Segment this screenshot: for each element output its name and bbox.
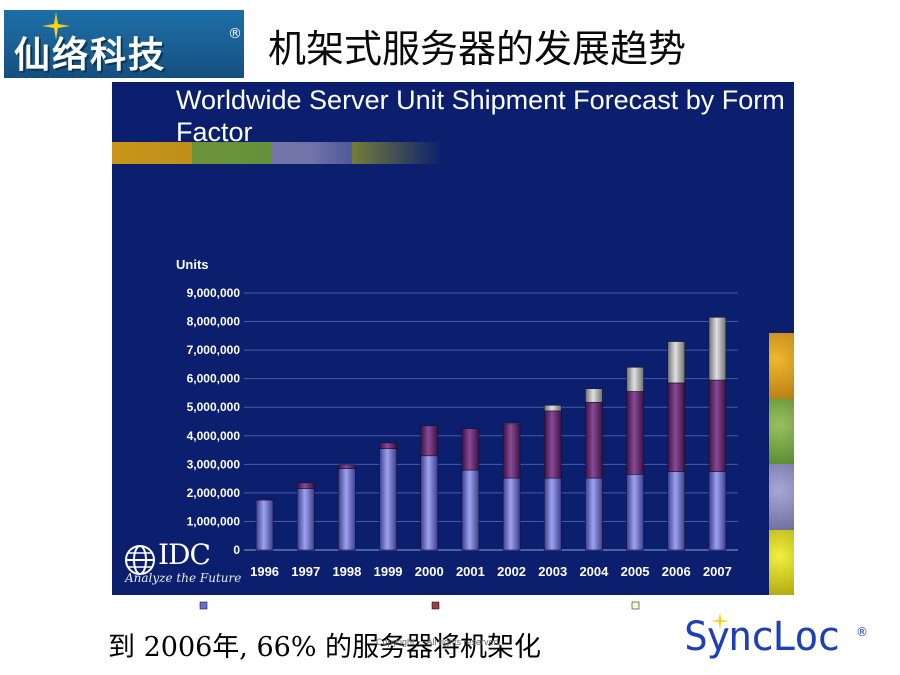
bar-segment-non-rack-optimized bbox=[708, 471, 727, 551]
y-tick-label: 6,000,000 bbox=[187, 372, 241, 386]
bar-segment-non-rack-optimized bbox=[338, 468, 356, 551]
x-tick-label: 2004 bbox=[579, 564, 609, 579]
y-tick-label: 7,000,000 bbox=[187, 343, 241, 357]
x-tick-label: 2003 bbox=[538, 564, 567, 579]
bar-segment-non-rack-optimized bbox=[585, 477, 603, 551]
bar-segment-blade bbox=[626, 366, 644, 392]
idc-tagline: Analyze the Future bbox=[125, 571, 242, 585]
bar-segment-rack-optimized bbox=[502, 423, 521, 479]
x-tick-label: 2002 bbox=[497, 564, 526, 579]
decorative-sidebar bbox=[769, 333, 794, 595]
legend-label: Non-Rack-optimized bbox=[220, 598, 346, 613]
bar-segment-rack-optimized bbox=[626, 391, 644, 475]
bar-segment-rack-optimized bbox=[296, 482, 315, 489]
logo-text: 仙络科技 bbox=[14, 34, 167, 76]
bar-segment-rack-optimized bbox=[420, 425, 439, 457]
legend-label: Rack-optimized bbox=[452, 598, 548, 613]
x-tick-labels: 1996 1997 1998 1999 2000 2001 2002 2003 2004 2005… bbox=[250, 564, 732, 579]
syncloc-registered-mark: ® bbox=[856, 625, 868, 639]
bar-segment-rack-optimized bbox=[379, 442, 397, 449]
x-tick-label: 1997 bbox=[291, 564, 320, 579]
bar-segment-rack-optimized bbox=[255, 498, 274, 501]
bar-segment-non-rack-optimized bbox=[502, 477, 521, 551]
x-tick-label: 1999 bbox=[374, 564, 403, 579]
y-tick-label: 3,000,000 bbox=[187, 457, 241, 471]
bar-segment-rack-optimized bbox=[461, 428, 480, 471]
legend-swatch bbox=[431, 601, 440, 610]
syncloc-logo-text: SyncLoc bbox=[684, 614, 841, 660]
x-tick-label: 2001 bbox=[456, 564, 485, 579]
bar-segment-non-rack-optimized bbox=[420, 455, 439, 551]
x-tick-label: 2007 bbox=[703, 564, 732, 579]
bar-segment-rack-optimized bbox=[543, 410, 562, 479]
bar-segment-non-rack-optimized bbox=[667, 471, 686, 551]
sparkle-star-icon bbox=[42, 12, 70, 40]
y-tick-label: 4,000,000 bbox=[187, 429, 241, 443]
bar-group bbox=[255, 316, 727, 551]
idc-globe-icon bbox=[125, 545, 155, 575]
copyright-text: Copyright ... All rights reserved. bbox=[376, 637, 502, 647]
summary-text: 到 2006年, 66% 的服务器将机架化 bbox=[108, 632, 542, 663]
idc-logo-text: IDC bbox=[158, 538, 211, 571]
y-tick-label: 9,000,000 bbox=[187, 286, 241, 300]
gridlines bbox=[244, 292, 738, 551]
bar-segment-non-rack-optimized bbox=[461, 469, 480, 551]
bar-segment-non-rack-optimized bbox=[379, 448, 397, 551]
syncloc-star-icon bbox=[711, 612, 729, 630]
y-tick-label: 5,000,000 bbox=[187, 400, 241, 414]
y-tick-labels: 0 1,000,000 2,000,000 3,000,000 4,000,000 5,0… bbox=[187, 286, 241, 557]
x-tick-label: 2000 bbox=[415, 564, 444, 579]
y-tick-label: 2,000,000 bbox=[187, 486, 241, 500]
slide-title: 机架式服务器的发展趋势 bbox=[268, 27, 687, 71]
bar-segment-blade bbox=[502, 422, 521, 425]
x-tick-label: 1998 bbox=[332, 564, 361, 579]
legend-swatch bbox=[199, 601, 208, 610]
bar-segment-non-rack-optimized bbox=[543, 477, 562, 551]
y-axis-label: Units bbox=[176, 257, 209, 272]
chart-slide: Worldwide Server Unit Shipment Forecast … bbox=[112, 82, 794, 613]
decorative-stripe bbox=[112, 142, 442, 164]
stacked-bar-chart: Units 0 1,000,000 2,000,000 3,000,000 4,000,… bbox=[176, 257, 738, 613]
chart-title: Worldwide Server Unit Shipment Forecast … bbox=[176, 85, 785, 147]
logo-registered-mark: ® bbox=[228, 26, 242, 42]
bar-segment-rack-optimized bbox=[585, 402, 603, 479]
bar-segment-non-rack-optimized bbox=[626, 474, 644, 551]
bar-segment-blade bbox=[708, 316, 727, 381]
y-tick-label: 1,000,000 bbox=[187, 514, 241, 528]
legend-swatch bbox=[631, 601, 640, 610]
bar-segment-rack-optimized bbox=[708, 379, 727, 472]
y-tick-label: 0 bbox=[233, 543, 240, 557]
y-tick-label: 8,000,000 bbox=[187, 315, 241, 329]
company-logo: 仙络科技 ® bbox=[4, 10, 244, 78]
legend-label: Blade bbox=[652, 598, 687, 613]
bar-segment-blade bbox=[667, 341, 686, 384]
header: 仙络科技 ® 机架式服务器的发展趋势 bbox=[0, 0, 900, 82]
legend: Non-Rack-optimized Rack-optimized Blade bbox=[199, 598, 687, 613]
bar-segment-rack-optimized bbox=[338, 464, 356, 469]
bar-segment-blade bbox=[543, 404, 562, 412]
x-tick-label: 1996 bbox=[250, 564, 279, 579]
x-tick-label: 2006 bbox=[662, 564, 691, 579]
bar-segment-non-rack-optimized bbox=[255, 499, 274, 551]
x-tick-label: 2005 bbox=[621, 564, 650, 579]
bar-segment-rack-optimized bbox=[667, 382, 686, 472]
bar-segment-non-rack-optimized bbox=[296, 488, 315, 551]
bar-segment-blade bbox=[585, 388, 603, 403]
